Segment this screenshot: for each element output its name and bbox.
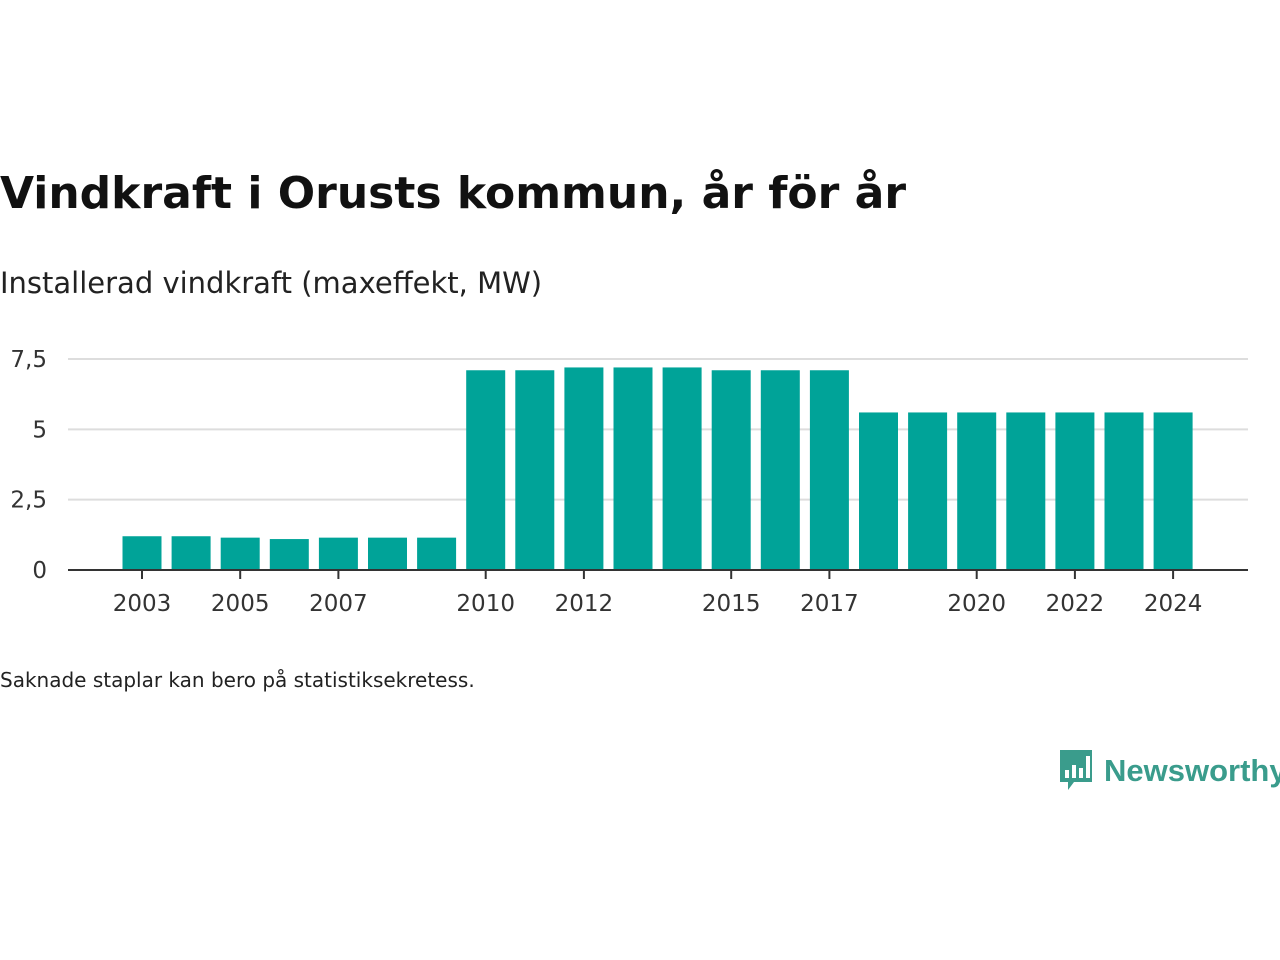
bar-2021 [1006,412,1046,570]
x-tick-label: 2015 [702,591,761,617]
bar-2013 [613,367,653,570]
bar-2017 [809,370,849,570]
x-tick-label: 2005 [211,591,270,617]
y-tick-label: 2,5 [10,488,47,514]
x-tick-label: 2017 [800,591,859,617]
x-tick-label: 2010 [456,591,515,617]
y-tick-label: 5 [32,417,47,443]
bar-2003 [122,536,162,570]
bar-2006 [269,539,309,570]
x-tick-label: 2003 [113,591,172,617]
bar-2016 [760,370,800,570]
bar-2024 [1153,412,1193,570]
footnote: Saknade staplar kan bero på statistiksek… [0,668,475,692]
bar-2020 [957,412,997,570]
bars [122,367,1193,570]
bar-2009 [417,537,457,570]
y-tick-label: 0 [32,558,47,584]
bar-2008 [368,537,407,570]
gridlines [68,358,1248,501]
bar-2012 [564,367,604,570]
x-tick-label: 2007 [309,591,368,617]
x-tick-label: 2020 [947,591,1006,617]
bar-2019 [908,412,948,570]
x-tick-label: 2022 [1046,591,1105,617]
bar-2022 [1055,412,1095,570]
x-tick-label: 2024 [1144,591,1203,617]
bar-2005 [220,537,260,570]
newsworthy-logo: Newsworthy [1058,748,1280,794]
bar-2010 [466,370,506,570]
bar-2004 [171,536,211,570]
x-axis-ticks: 2003 2005 2007 2010 2012 2015 2017 2020 2022 2024 [113,570,1203,617]
y-tick-label: 7,5 [10,347,47,373]
bar-2007 [318,537,358,570]
bar-2014 [662,367,702,570]
bar-2015 [711,370,751,570]
bar-2023 [1104,412,1144,570]
x-tick-label: 2012 [555,591,614,617]
bar-chart: 0 2,5 5 7,5 2003 2005 2007 2010 2012 2015 2017 202… [10,347,1248,617]
bar-2011 [515,370,555,570]
newsworthy-chart-bubble-icon [1060,750,1092,790]
chart-title: Vindkraft i Orusts kommun, år för år [0,168,907,219]
y-axis-tick-labels: 0 2,5 5 7,5 [10,347,47,584]
chart-subtitle: Installerad vindkraft (maxeffekt, MW) [0,266,543,300]
logo-text: Newsworthy [1104,753,1280,788]
bar-2018 [859,412,898,570]
